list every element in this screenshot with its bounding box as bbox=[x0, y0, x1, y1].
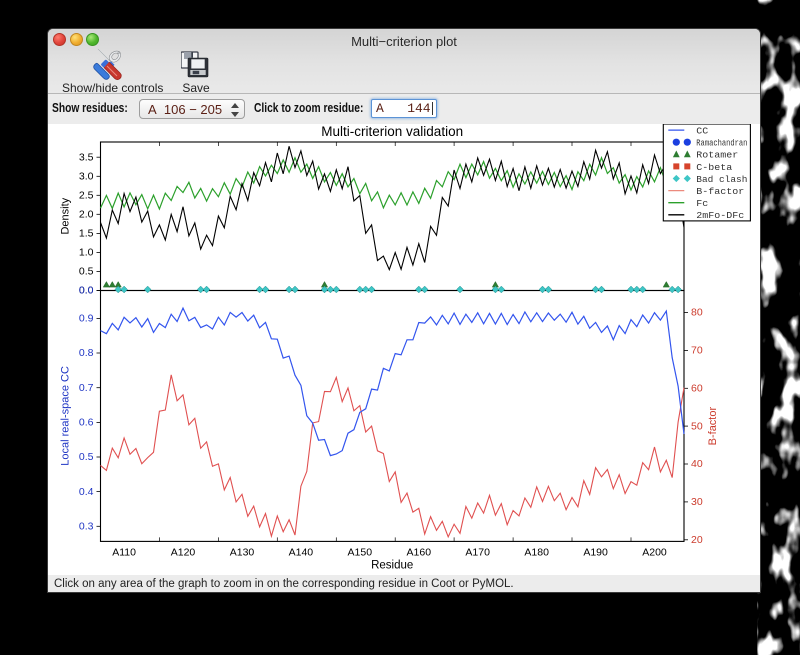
svg-text:0.8: 0.8 bbox=[79, 347, 94, 359]
svg-text:0.6: 0.6 bbox=[79, 417, 94, 429]
svg-text:A150: A150 bbox=[348, 546, 373, 558]
svg-text:3.0: 3.0 bbox=[79, 171, 94, 183]
svg-text:30: 30 bbox=[691, 496, 703, 508]
svg-text:B-factor: B-factor bbox=[696, 186, 744, 197]
svg-text:1.0: 1.0 bbox=[79, 247, 94, 259]
svg-text:0.3: 0.3 bbox=[79, 521, 94, 533]
svg-text:80: 80 bbox=[691, 307, 703, 319]
svg-text:A110: A110 bbox=[112, 546, 136, 558]
svg-text:Fc: Fc bbox=[696, 198, 708, 209]
svg-text:Multi-criterion validation: Multi-criterion validation bbox=[321, 124, 463, 139]
svg-text:2mFo-DFc: 2mFo-DFc bbox=[696, 210, 744, 221]
svg-text:20: 20 bbox=[691, 534, 703, 546]
svg-text:Ramachandran: Ramachandran bbox=[696, 138, 747, 149]
svg-text:Local real-space CC: Local real-space CC bbox=[60, 366, 72, 466]
svg-text:50: 50 bbox=[691, 420, 703, 432]
svg-text:2.5: 2.5 bbox=[79, 190, 94, 202]
svg-text:A160: A160 bbox=[407, 546, 432, 558]
svg-text:Bad clash: Bad clash bbox=[696, 174, 747, 185]
svg-text:B-factor: B-factor bbox=[707, 407, 719, 446]
svg-text:0.4: 0.4 bbox=[79, 486, 94, 498]
svg-text:CC: CC bbox=[696, 126, 708, 137]
svg-text:60: 60 bbox=[691, 383, 703, 395]
svg-text:70: 70 bbox=[691, 345, 703, 357]
svg-text:A140: A140 bbox=[289, 546, 314, 558]
svg-text:Density: Density bbox=[60, 197, 72, 234]
svg-text:A180: A180 bbox=[524, 546, 549, 558]
svg-text:2.0: 2.0 bbox=[79, 209, 94, 221]
svg-text:A120: A120 bbox=[171, 546, 196, 558]
svg-text:Rotamer: Rotamer bbox=[696, 150, 738, 161]
svg-text:0.9: 0.9 bbox=[79, 313, 94, 325]
svg-text:A130: A130 bbox=[230, 546, 255, 558]
svg-text:Residue: Residue bbox=[371, 559, 413, 571]
svg-text:A170: A170 bbox=[465, 546, 490, 558]
svg-text:C-beta: C-beta bbox=[696, 162, 732, 173]
svg-text:0.7: 0.7 bbox=[79, 382, 94, 394]
svg-text:0.5: 0.5 bbox=[79, 266, 94, 278]
svg-text:0.5: 0.5 bbox=[79, 451, 94, 463]
svg-text:40: 40 bbox=[691, 458, 703, 470]
svg-text:1.5: 1.5 bbox=[79, 228, 94, 240]
svg-text:3.5: 3.5 bbox=[79, 151, 94, 163]
svg-text:A190: A190 bbox=[583, 546, 608, 558]
svg-text:A200: A200 bbox=[642, 546, 667, 558]
svg-text:0.0: 0.0 bbox=[79, 285, 94, 297]
